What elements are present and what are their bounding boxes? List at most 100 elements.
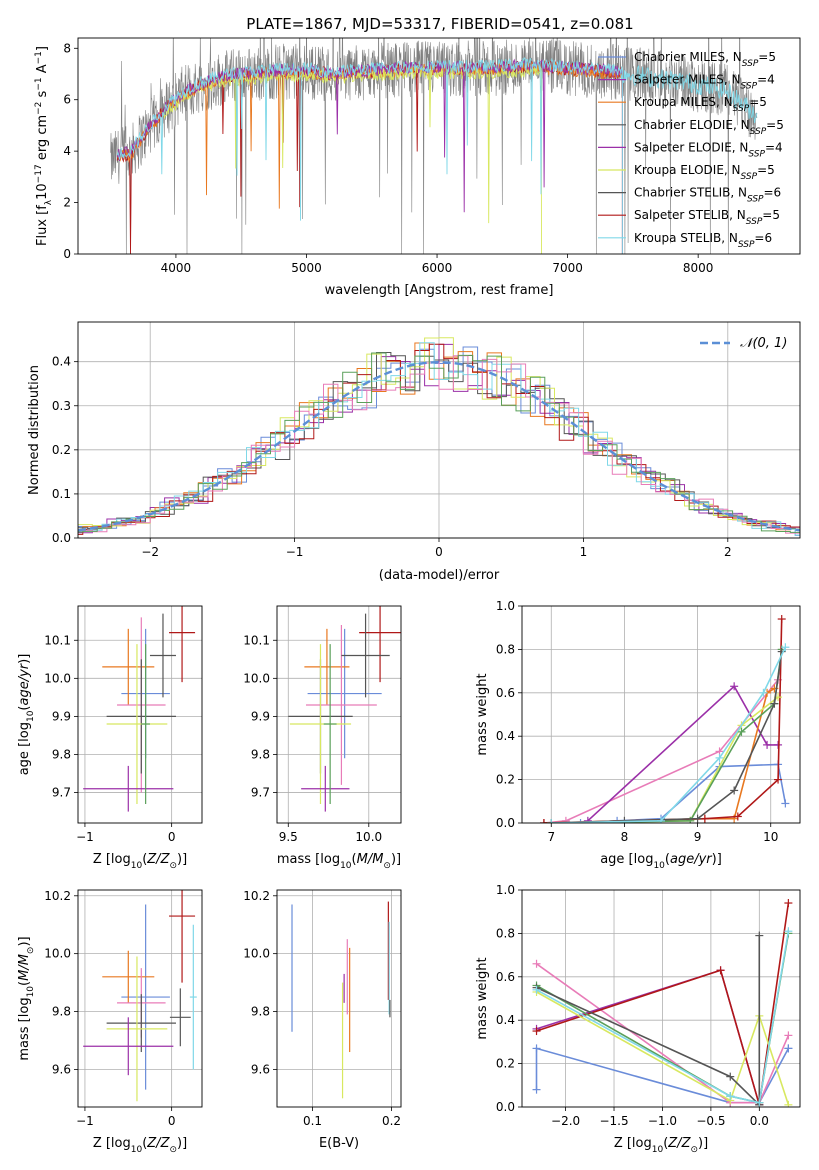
legend-text: Kroupa STELIB, N	[634, 231, 738, 245]
label-part: 10	[653, 861, 665, 871]
x-tick-label: −1.0	[648, 1114, 677, 1128]
weight-series-3	[536, 902, 790, 1106]
y-tick-label: 0.0	[496, 816, 515, 830]
plus-marker	[784, 1100, 793, 1107]
y-tick-label: 9.7	[251, 786, 270, 800]
label-part: )]	[17, 936, 32, 946]
axes-frame	[77, 889, 203, 1108]
y-tick-label: 0.4	[496, 1013, 515, 1027]
weight-series-8	[551, 646, 787, 823]
plus-marker	[657, 816, 665, 823]
x-axis-label: wavelength [Angstrom, rest frame]	[325, 283, 554, 298]
label-part: (	[17, 981, 32, 986]
label-part: )]	[177, 1136, 187, 1151]
plus-marker	[532, 1085, 541, 1094]
y-tick-label: 0.4	[496, 729, 515, 743]
legend-label: Salpeter MILES, NSSP=4	[634, 73, 775, 92]
y-tick-label: 10.1	[44, 633, 71, 647]
x-tick-label: −0.5	[696, 1114, 725, 1128]
x-tick-label: −1	[286, 545, 304, 559]
legend-text: Salpeter MILES, N	[634, 73, 741, 87]
legend-text: Salpeter STELIB, N	[634, 208, 746, 222]
label-part: Flux [f	[35, 205, 50, 246]
legend-text: Chabrier MILES, N	[634, 50, 742, 64]
plus-marker	[784, 899, 793, 908]
y-tick-label: 0.3	[52, 399, 71, 413]
plus-marker	[726, 1092, 735, 1101]
y-tick-label: 9.8	[52, 747, 71, 761]
plus-marker	[532, 1027, 541, 1036]
legend-sub: SSP	[738, 240, 755, 250]
y-tick-label: 0.6	[496, 970, 515, 984]
y-tick-label: 0.1	[52, 487, 71, 501]
axes-frame	[521, 605, 801, 824]
legend-tail: =6	[754, 231, 772, 245]
label-part: ⊙	[169, 861, 177, 871]
label-part: mass [log	[17, 997, 32, 1060]
axes-frame	[77, 37, 801, 255]
label-part: )]	[177, 852, 187, 867]
errorbar-point	[169, 606, 196, 683]
weight-series-7	[551, 651, 783, 823]
legend-tail: =5	[762, 208, 780, 222]
weight-series-6	[536, 935, 761, 1107]
plus-marker	[716, 966, 725, 975]
label-part: (	[352, 852, 357, 867]
y-tick-label: 0.0	[52, 531, 71, 545]
errorbar-point	[106, 659, 176, 774]
errorbars	[288, 606, 401, 812]
x-tick-label: 0	[168, 1114, 176, 1128]
y-tick-label: 4	[63, 144, 71, 158]
x-tick-label: 0.2	[382, 1114, 401, 1128]
x-tick-label: 4000	[161, 261, 192, 275]
axes-frame	[521, 889, 801, 1108]
x-axis-label: Z [log10(Z/Z⊙)]	[93, 1136, 187, 1155]
plus-marker	[784, 1044, 793, 1053]
label-part: Z [log	[614, 1136, 652, 1151]
errorbars	[83, 890, 197, 1102]
x-tick-label: 6000	[422, 261, 453, 275]
legend-tail: =5	[757, 163, 775, 177]
histogram-8	[78, 352, 800, 533]
plus-marker	[770, 699, 779, 708]
legend-sub: SSP	[742, 59, 759, 69]
plus-marker	[781, 643, 790, 652]
label-part: (	[663, 1136, 668, 1151]
legend-tail: =5	[766, 118, 784, 132]
spectrum-panel: 4000 5000 6000 7000 8000 0 2 4 6 8 wavelength [Ang…	[34, 37, 801, 298]
errorbar-point	[106, 644, 168, 804]
x-tick-label: 0.0	[750, 1114, 769, 1128]
y-tick-label: 10.2	[44, 889, 71, 903]
plus-marker	[774, 775, 783, 784]
y-axis-label: age [log10(age/yr)]	[17, 654, 36, 776]
label-part: λ	[44, 199, 54, 205]
axes-frame	[276, 889, 402, 1108]
y-tick-label: 9.9	[52, 709, 71, 723]
label-part: Z/Z	[146, 852, 170, 867]
label-part: ⊙	[383, 861, 391, 871]
y-tick-label: 10.1	[243, 633, 270, 647]
plus-marker	[539, 819, 548, 823]
y-tick-label: 0.2	[496, 773, 515, 787]
legend-sub: SSP	[733, 104, 750, 114]
y-tick-label: 9.8	[251, 1005, 270, 1019]
observed-spectrum	[110, 38, 758, 254]
legend-text: Kroupa ELODIE, N	[634, 163, 741, 177]
legend-text: Chabrier ELODIE, N	[634, 118, 750, 132]
label-part: 10	[652, 1145, 664, 1155]
y-axis-label: mass weight	[475, 957, 490, 1039]
x-tick-label: 7000	[552, 261, 583, 275]
label-part: mass [log	[277, 852, 340, 867]
weight-vs-z-panel: −2.0 −1.5 −1.0 −0.5 0.0 0.0 0.2 0.4 0.6 0.8 1.0 Z […	[475, 883, 801, 1155]
age-vs-mass-panel: 9.5 10.0 9.7 9.8 9.9 10.0 10.1 mass [log10(M/M⊙…	[243, 605, 402, 871]
plus-marker	[784, 1031, 793, 1040]
x-tick-label: 10	[763, 830, 778, 844]
plus-marker	[576, 819, 585, 823]
label-part: age/yr	[17, 662, 32, 705]
plus-marker	[763, 740, 772, 749]
x-tick-label: −1	[76, 830, 94, 844]
y-tick-label: 10.0	[243, 671, 270, 685]
legend-sub: SSP	[748, 149, 765, 159]
x-tick-label: −2.0	[551, 1114, 580, 1128]
